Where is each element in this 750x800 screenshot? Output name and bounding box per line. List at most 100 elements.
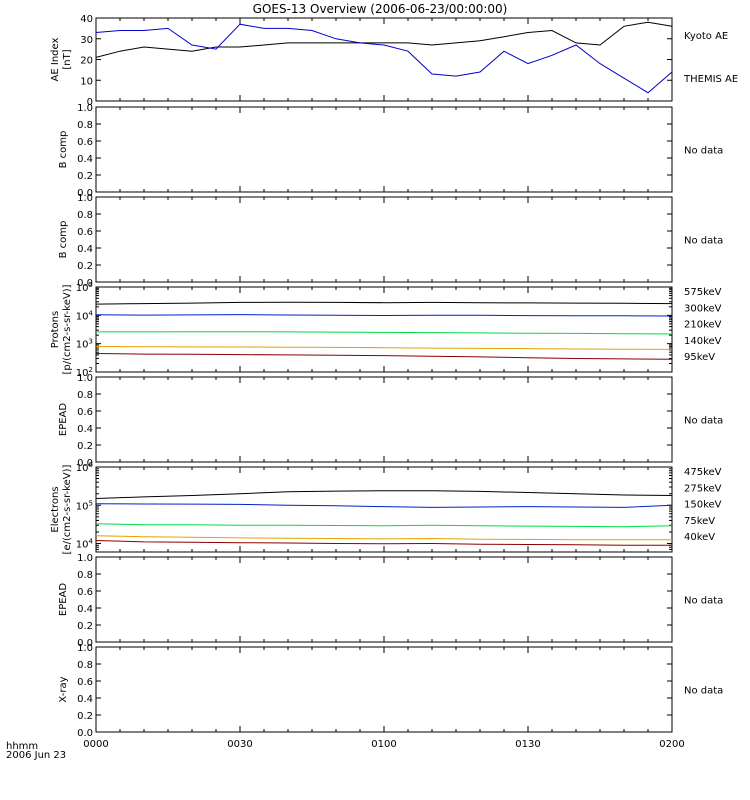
series-line-kyoto-ae <box>95 21 673 58</box>
footer-date: 2006 Jun 23 <box>6 750 66 761</box>
y-tick-label: 0.4 <box>77 424 93 435</box>
y-tick-label: 0.8 <box>77 570 93 581</box>
y-tick-label: 104 <box>76 309 94 322</box>
y-tick-label: 0.8 <box>77 210 93 221</box>
series-line-475kev <box>95 540 672 546</box>
legend-label: 40keV <box>684 532 715 543</box>
y-axis-label: Protons <box>50 311 61 348</box>
footer-hhmm: hhmm <box>6 741 38 752</box>
y-tick-label: 1.0 <box>77 553 93 564</box>
y-tick-label: 0.2 <box>77 171 93 182</box>
no-data-note: No data <box>684 686 723 697</box>
y-tick-label: 0.6 <box>77 137 93 148</box>
legend-label: THEMIS AE <box>683 74 738 85</box>
y-tick-label: 104 <box>76 538 94 551</box>
y-tick-label: 1.0 <box>77 373 93 384</box>
series-line-40kev <box>95 490 673 499</box>
y-tick-label: 0.6 <box>77 587 93 598</box>
y-tick-label: 10 <box>80 76 93 87</box>
y-tick-label: 105 <box>76 281 93 294</box>
no-data-note: No data <box>684 146 723 157</box>
series-line-275kev <box>95 535 672 541</box>
y-tick-label: 0.4 <box>77 154 93 165</box>
series-line-150kev <box>95 523 673 528</box>
x-tick-label: 0130 <box>515 739 540 750</box>
legend-label: 140keV <box>684 336 722 347</box>
panel-5: 104 105 106 Electrons [e/(cm2-s-sr-keV)] 475k… <box>50 461 722 554</box>
panels: 0 10 20 30 40 AE Index [nT] Kyoto AE THEMIS AE 0.… <box>50 14 738 750</box>
y-axis-label: [p/(cm2-s-sr-keV)] <box>62 284 73 374</box>
y-axis-label: EPEAD <box>58 403 69 437</box>
series-line-575kev <box>95 353 673 360</box>
y-tick-label: 0.0 <box>77 458 93 469</box>
plot-title: GOES-13 Overview (2006-06-23/00:00:00) <box>253 2 508 16</box>
legend-label: 475keV <box>684 467 722 478</box>
y-tick-label: 0.0 <box>77 278 93 289</box>
legend-label: 150keV <box>684 500 722 511</box>
y-tick-label: 0.0 <box>77 188 93 199</box>
legend-label: 210keV <box>684 320 722 331</box>
y-axis-label: B comp <box>58 131 69 169</box>
panel-frame <box>95 17 673 102</box>
y-axis-label: AE Index <box>50 37 61 81</box>
y-tick-label: 0.2 <box>77 621 93 632</box>
legend-label: 75keV <box>684 516 715 527</box>
y-axis-label: EPEAD <box>58 583 69 617</box>
legend-label: Kyoto AE <box>684 31 728 42</box>
y-tick-label: 1.0 <box>77 193 93 204</box>
y-tick-label: 0.0 <box>77 728 93 739</box>
y-tick-label: 0.6 <box>77 227 93 238</box>
y-tick-label: 106 <box>76 461 94 474</box>
panel-1: 0.0 0.2 0.4 0.6 0.8 1.0 B comp No data <box>58 103 723 199</box>
panel-6: 0.0 0.2 0.4 0.6 0.8 1.0 EPEAD No data <box>58 553 723 649</box>
y-tick-label: 1.0 <box>77 643 93 654</box>
panel-7: 0.0 0.2 0.4 0.6 0.8 1.0 X-ray No data <box>58 643 723 739</box>
panel-0: 0 10 20 30 40 AE Index [nT] Kyoto AE THEMIS AE <box>50 14 738 108</box>
y-tick-label: 0.4 <box>77 604 93 615</box>
panel-frame <box>95 106 673 193</box>
x-tick-label: 0030 <box>227 739 252 750</box>
y-tick-label: 0.8 <box>77 660 93 671</box>
legend-label: 575keV <box>684 287 722 298</box>
y-tick-label: 0.8 <box>77 390 93 401</box>
series-line-300kev <box>95 345 673 350</box>
y-tick-label: 0.8 <box>77 120 93 131</box>
y-tick-label: 30 <box>80 35 93 46</box>
panel-4: 0.0 0.2 0.4 0.6 0.8 1.0 EPEAD No data <box>58 373 723 469</box>
series-line-75kev <box>95 503 673 508</box>
no-data-note: No data <box>684 416 723 427</box>
panel-2: 0.0 0.2 0.4 0.6 0.8 1.0 B comp No data <box>58 193 723 289</box>
panel-frame <box>95 286 673 373</box>
series-line-210kev <box>96 331 673 335</box>
y-tick-label: 20 <box>80 56 93 67</box>
panel-frame <box>95 556 673 643</box>
y-tick-label: 40 <box>80 14 93 25</box>
y-tick-label: 0.4 <box>77 694 93 705</box>
x-tick-label: 0100 <box>371 739 396 750</box>
y-tick-label: 103 <box>76 338 93 351</box>
series-line-themis-ae <box>95 23 673 94</box>
panel-frame <box>95 646 673 733</box>
y-tick-label: 0.0 <box>77 638 93 649</box>
x-tick-label: 0200 <box>659 739 684 750</box>
series-line-95kev <box>95 301 673 305</box>
y-axis-label: B comp <box>58 221 69 259</box>
series-line-140kev <box>95 314 673 317</box>
y-tick-label: 0.2 <box>77 711 93 722</box>
y-axis-label: Electrons <box>50 486 61 532</box>
legend-label: 95keV <box>684 352 715 363</box>
no-data-note: No data <box>684 596 723 607</box>
y-tick-label: 0.4 <box>77 244 93 255</box>
legend-label: 275keV <box>684 483 722 494</box>
panel-frame <box>95 196 673 283</box>
y-tick-label: 105 <box>76 499 93 512</box>
y-axis-label: X-ray <box>58 676 69 702</box>
y-tick-label: 0.6 <box>77 407 93 418</box>
y-tick-label: 0.2 <box>77 261 93 272</box>
y-tick-label: 0.2 <box>77 441 93 452</box>
panel-frame <box>95 376 673 463</box>
legend-label: 300keV <box>684 303 722 314</box>
no-data-note: No data <box>684 236 723 247</box>
